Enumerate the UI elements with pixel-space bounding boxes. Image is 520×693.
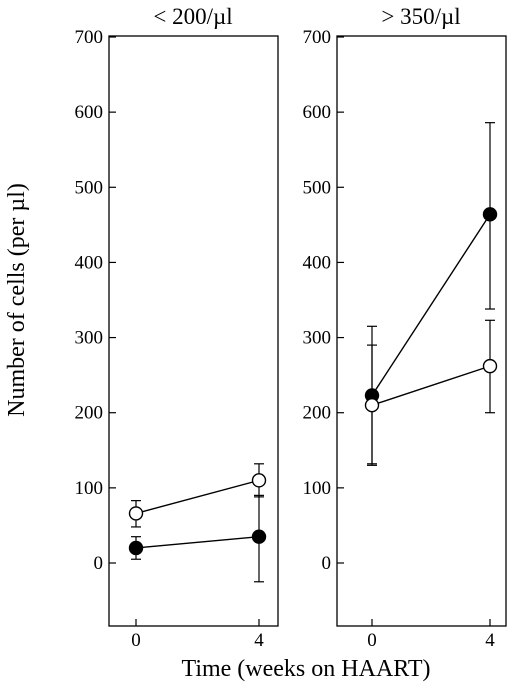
y-tick-label: 0 [322,553,332,574]
y-tick-label: 0 [94,553,104,574]
x-tick-label: 4 [254,630,264,651]
y-tick-label: 400 [303,252,332,273]
data-point-filled [251,529,267,544]
y-tick-label: 500 [303,177,332,198]
panel-high-cd4: > 350/µl 0 100 200 300 400 500 600 700 0 4 [303,4,507,651]
x-axis-label: Time (weeks on HAART) [182,656,431,682]
panel-low-cd4: < 200/µl 0 100 200 300 400 500 600 700 0 4 [75,4,279,651]
series-open [364,319,498,466]
y-tick-label: 200 [303,403,332,424]
y-tick-label: 100 [75,478,104,499]
data-point-filled [482,207,498,222]
data-point-open [251,473,267,488]
series-line [371,365,491,406]
panel-title: < 200/µl [153,4,232,29]
y-tick-label: 400 [75,252,104,273]
x-tick-label: 4 [485,630,495,651]
y-tick-label: 300 [303,328,332,349]
y-tick-label: 300 [75,328,104,349]
y-tick-label: 100 [303,478,332,499]
panel-frame [108,35,279,627]
series-filled [128,494,267,583]
data-point-filled [128,540,144,556]
x-tick-label: 0 [131,630,141,651]
y-tick-label: 600 [75,102,104,123]
data-point-open [128,506,144,521]
panel-title: > 350/µl [381,4,460,29]
panel-marks: 0 100 200 300 400 500 600 700 0 4 [75,27,267,651]
series-line [135,536,260,549]
series-filled [364,122,498,465]
y-tick-label: 600 [303,102,332,123]
y-tick-label: 200 [75,403,104,424]
panel-marks: 0 100 200 300 400 500 600 700 0 4 [303,27,498,651]
series-line [135,479,260,515]
y-tick-label: 700 [303,27,332,48]
x-tick-label: 0 [367,630,377,651]
data-point-open [482,358,498,374]
series-open [128,463,267,528]
y-tick-label: 700 [75,27,104,48]
data-point-open [364,398,380,413]
y-tick-label: 500 [75,177,104,198]
series-line [371,213,491,396]
panel-frame [336,35,507,627]
y-axis-label: Number of cells (per µl) [4,183,30,417]
